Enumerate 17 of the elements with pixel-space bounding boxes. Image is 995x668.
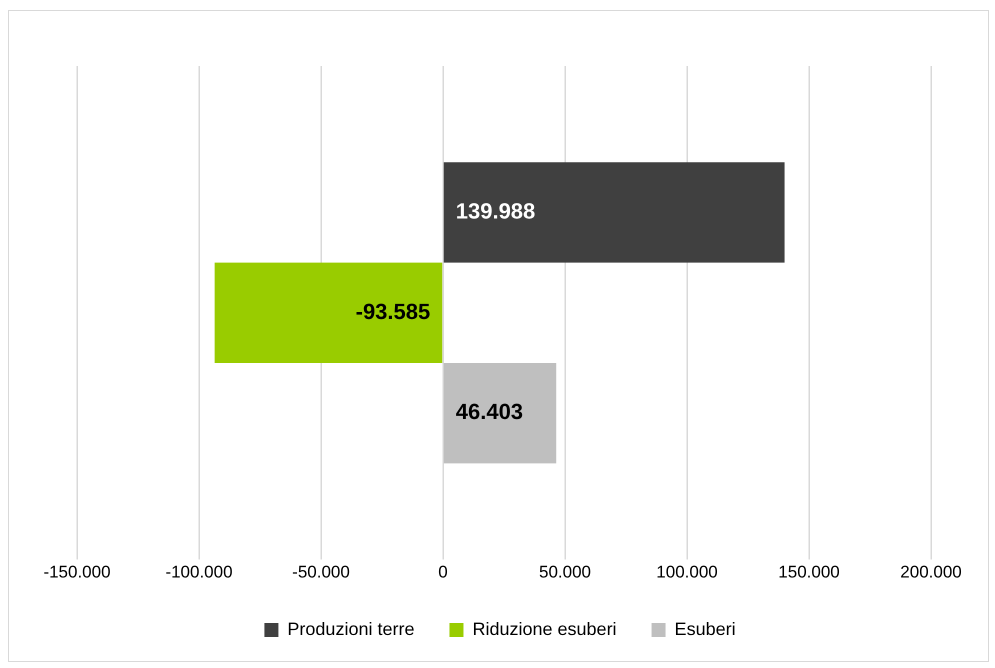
legend-label: Riduzione esuberi xyxy=(472,618,617,639)
x-tick-label: 200.000 xyxy=(900,562,962,582)
x-tick-label: 50.000 xyxy=(539,562,591,582)
x-tick-label: -150.000 xyxy=(43,562,111,582)
x-tick-label: -50.000 xyxy=(292,562,350,582)
data-label: -93.585 xyxy=(356,298,430,324)
bar xyxy=(444,162,785,263)
bar xyxy=(214,262,442,363)
legend-label: Esuberi xyxy=(674,618,736,639)
data-label: 46.403 xyxy=(456,399,524,424)
x-tick-label: 150.000 xyxy=(778,562,840,582)
x-tick-label: -100.000 xyxy=(165,562,233,582)
x-tick-label: 0 xyxy=(438,562,448,582)
x-tick-label: 100.000 xyxy=(656,562,718,582)
data-label: 139.988 xyxy=(456,198,536,224)
bar xyxy=(444,362,556,464)
legend-label: Produzioni terre xyxy=(287,618,414,639)
